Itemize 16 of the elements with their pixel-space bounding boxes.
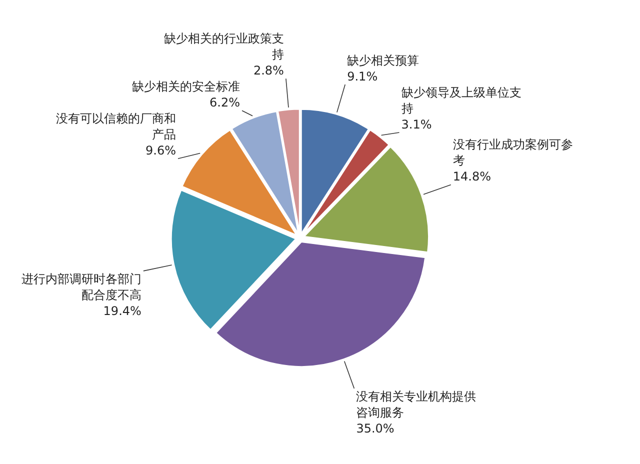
data-label: 6.2% xyxy=(210,96,240,110)
data-label: 2.8% xyxy=(253,64,284,78)
slice-label: 缺少相关的安全标准 xyxy=(132,80,240,94)
slice-label: 没有可以信赖的厂商和产品 xyxy=(56,112,176,142)
slice-label: 进行内部调研时各部门配合度不高 xyxy=(21,272,142,302)
data-label: 14.8% xyxy=(452,170,492,184)
data-label: 35.0% xyxy=(356,422,394,436)
data-label: 9.6% xyxy=(146,144,176,158)
slice-label: 缺少相关的行业政策支持 xyxy=(164,32,284,62)
slice-label: 没有相关专业机构提供咨询服务 xyxy=(356,390,476,420)
data-label: 19.4% xyxy=(103,304,142,318)
slice-label: 没有行业成功案例可参考 xyxy=(452,138,573,168)
data-label: 9.1% xyxy=(347,69,378,84)
slice-label: 缺少领导及上级单位支持 xyxy=(401,85,522,116)
data-label: 3.1% xyxy=(401,117,432,132)
slice-label: 缺少相关预算 xyxy=(347,53,420,68)
